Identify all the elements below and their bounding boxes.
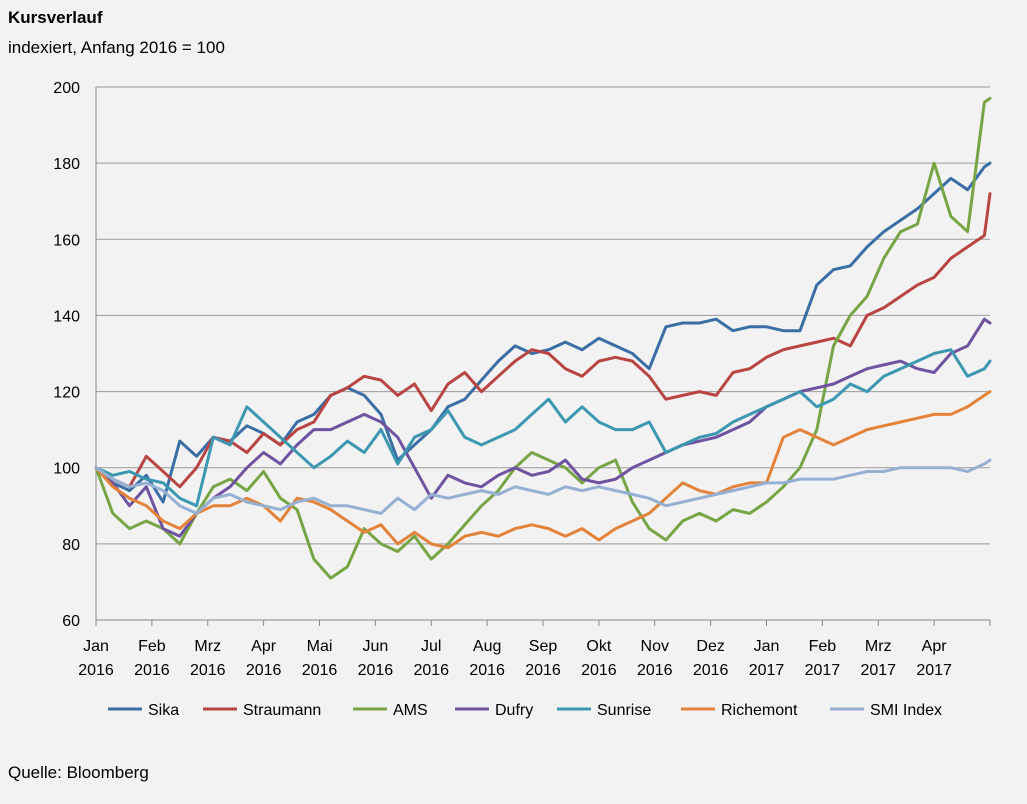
series-line-richemont: [94, 390, 992, 550]
legend-label-sunrise: Sunrise: [597, 702, 651, 719]
x-tick-month: Dez: [696, 638, 724, 655]
x-tick-year: 2016: [190, 662, 226, 679]
y-tick-label: 140: [53, 308, 80, 325]
series-lines: [94, 96, 992, 580]
x-tick-year: 2017: [749, 662, 785, 679]
y-axis-ticks: 60 80 100 120 140 160 180 200: [53, 80, 80, 630]
x-tick-month: Apr: [922, 638, 948, 655]
legend-label-ams: AMS: [393, 702, 428, 719]
series-line-dufry: [94, 317, 992, 538]
y-tick-label: 180: [53, 156, 80, 173]
chart-source: Quelle: Bloomberg: [8, 763, 149, 782]
x-tick-year: 2016: [637, 662, 673, 679]
series-line-sika: [94, 161, 992, 504]
y-tick-label: 100: [53, 461, 80, 478]
legend: Sika Straumann AMS Dufry Sunrise Richemont SMI…: [108, 702, 942, 719]
x-tick-month: Aug: [473, 638, 501, 655]
x-axis-ticks: Jan 2016 Feb 2016 Mrz 2016 Apr 2016 Mai 2016 Jun 20…: [78, 620, 991, 679]
x-tick-month: Jan: [754, 638, 780, 655]
x-tick-month: Mai: [307, 638, 333, 655]
x-tick-year: 2016: [693, 662, 729, 679]
x-tick-month: Jul: [421, 638, 441, 655]
y-tick-label: 160: [53, 232, 80, 249]
legend-label-smi-index: SMI Index: [870, 702, 942, 719]
x-tick-year: 2017: [860, 662, 896, 679]
x-tick-month: Mrz: [865, 638, 892, 655]
x-tick-month: Okt: [586, 638, 611, 655]
series-line-straumann: [94, 192, 992, 489]
x-tick-year: 2016: [413, 662, 449, 679]
legend-label-straumann: Straumann: [243, 702, 321, 719]
legend-label-richemont: Richemont: [721, 702, 798, 719]
chart-title: Kursverlauf: [8, 8, 103, 27]
x-tick-year: 2017: [916, 662, 952, 679]
series-line-ams: [94, 96, 992, 580]
series-line-smi-index: [94, 458, 992, 515]
x-tick-month: Mrz: [194, 638, 221, 655]
x-tick-month: Feb: [809, 638, 837, 655]
legend-label-sika: Sika: [148, 702, 179, 719]
x-tick-year: 2016: [78, 662, 114, 679]
y-tick-label: 200: [53, 80, 80, 97]
x-tick-year: 2016: [302, 662, 338, 679]
x-tick-month: Nov: [641, 638, 669, 655]
y-tick-label: 80: [62, 537, 80, 554]
x-tick-month: Jan: [83, 638, 109, 655]
x-tick-year: 2016: [469, 662, 505, 679]
x-tick-month: Feb: [138, 638, 166, 655]
series-line-sunrise: [94, 348, 992, 508]
x-tick-month: Apr: [251, 638, 277, 655]
x-tick-month: Jun: [362, 638, 388, 655]
chart-subtitle: indexiert, Anfang 2016 = 100: [8, 38, 225, 57]
x-tick-year: 2016: [581, 662, 617, 679]
x-tick-year: 2016: [246, 662, 282, 679]
x-tick-year: 2016: [134, 662, 170, 679]
legend-label-dufry: Dufry: [495, 702, 533, 719]
x-tick-year: 2016: [358, 662, 394, 679]
y-tick-label: 120: [53, 385, 80, 402]
x-tick-year: 2016: [525, 662, 561, 679]
x-tick-year: 2017: [805, 662, 841, 679]
y-tick-label: 60: [62, 613, 80, 630]
x-tick-month: Sep: [529, 638, 558, 655]
